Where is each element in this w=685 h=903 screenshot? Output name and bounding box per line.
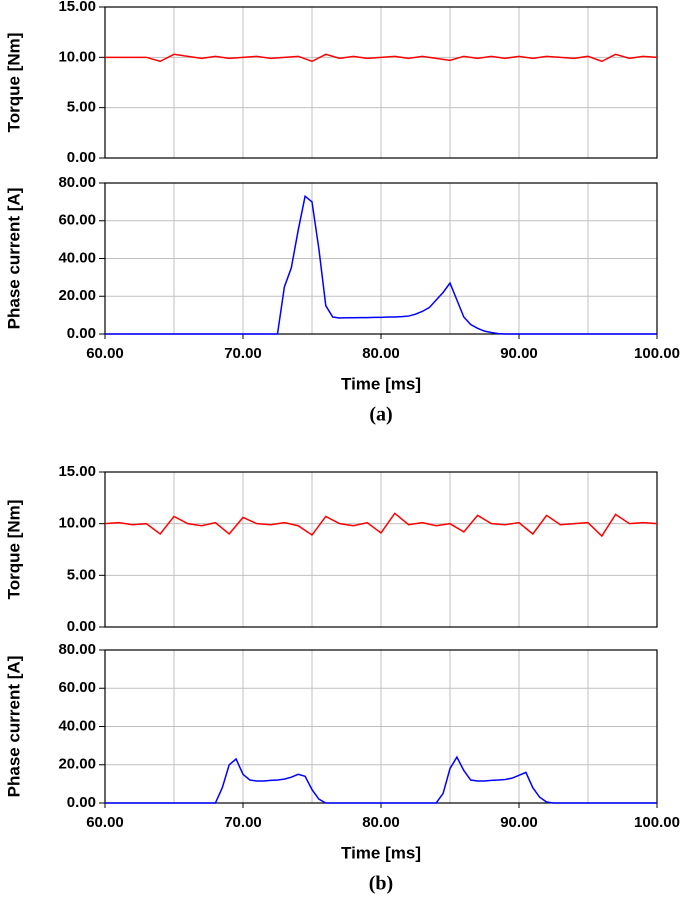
- y-tick-label: 40.00: [58, 717, 96, 734]
- y-tick-label: 5.00: [67, 99, 96, 116]
- y-tick-label: 15.00: [58, 0, 96, 15]
- x-tick-label: 70.00: [224, 345, 262, 362]
- x-axis-label: Time [ms]: [341, 374, 421, 393]
- plot-frame: [104, 182, 658, 335]
- y-tick-label: 15.00: [58, 463, 96, 480]
- x-tick-label: 60.00: [86, 814, 124, 831]
- x-tick-label: 80.00: [362, 345, 400, 362]
- y-tick-label: 0.00: [67, 149, 96, 166]
- y-axis-label: Torque [Nm]: [4, 500, 23, 600]
- data-line: [104, 512, 658, 538]
- x-tick-label: 90.00: [500, 814, 538, 831]
- plot-frame: [104, 471, 658, 628]
- y-tick-label: 10.00: [58, 48, 96, 65]
- y-tick-label: 10.00: [58, 515, 96, 532]
- y-tick-label: 60.00: [58, 212, 96, 229]
- y-tick-label: 20.00: [58, 287, 96, 304]
- y-tick-label: 20.00: [58, 756, 96, 773]
- y-tick-label: 0.00: [67, 325, 96, 342]
- y-axis-label: Torque [Nm]: [4, 33, 23, 133]
- x-tick-label: 100.00: [634, 345, 680, 362]
- y-tick-label: 0.00: [67, 618, 96, 635]
- y-tick-label: 0.00: [67, 794, 96, 811]
- plot-frame: [104, 6, 658, 159]
- x-tick-label: 70.00: [224, 814, 262, 831]
- data-line: [105, 755, 657, 804]
- y-tick-label: 5.00: [67, 566, 96, 583]
- x-tick-label: 90.00: [500, 345, 538, 362]
- x-tick-label: 80.00: [362, 814, 400, 831]
- y-tick-label: 80.00: [58, 641, 96, 658]
- y-axis-label: Phase current [A]: [4, 188, 23, 330]
- x-tick-label: 100.00: [634, 814, 680, 831]
- data-line: [105, 53, 658, 63]
- y-tick-label: 40.00: [58, 249, 96, 266]
- y-axis-label: Phase current [A]: [4, 656, 23, 798]
- data-line: [105, 194, 657, 335]
- y-tick-label: 60.00: [58, 679, 96, 696]
- caption: (a): [369, 404, 392, 426]
- y-tick-label: 80.00: [58, 174, 96, 191]
- caption: (b): [369, 873, 393, 895]
- x-axis-label: Time [ms]: [341, 843, 421, 862]
- x-tick-label: 60.00: [86, 345, 124, 362]
